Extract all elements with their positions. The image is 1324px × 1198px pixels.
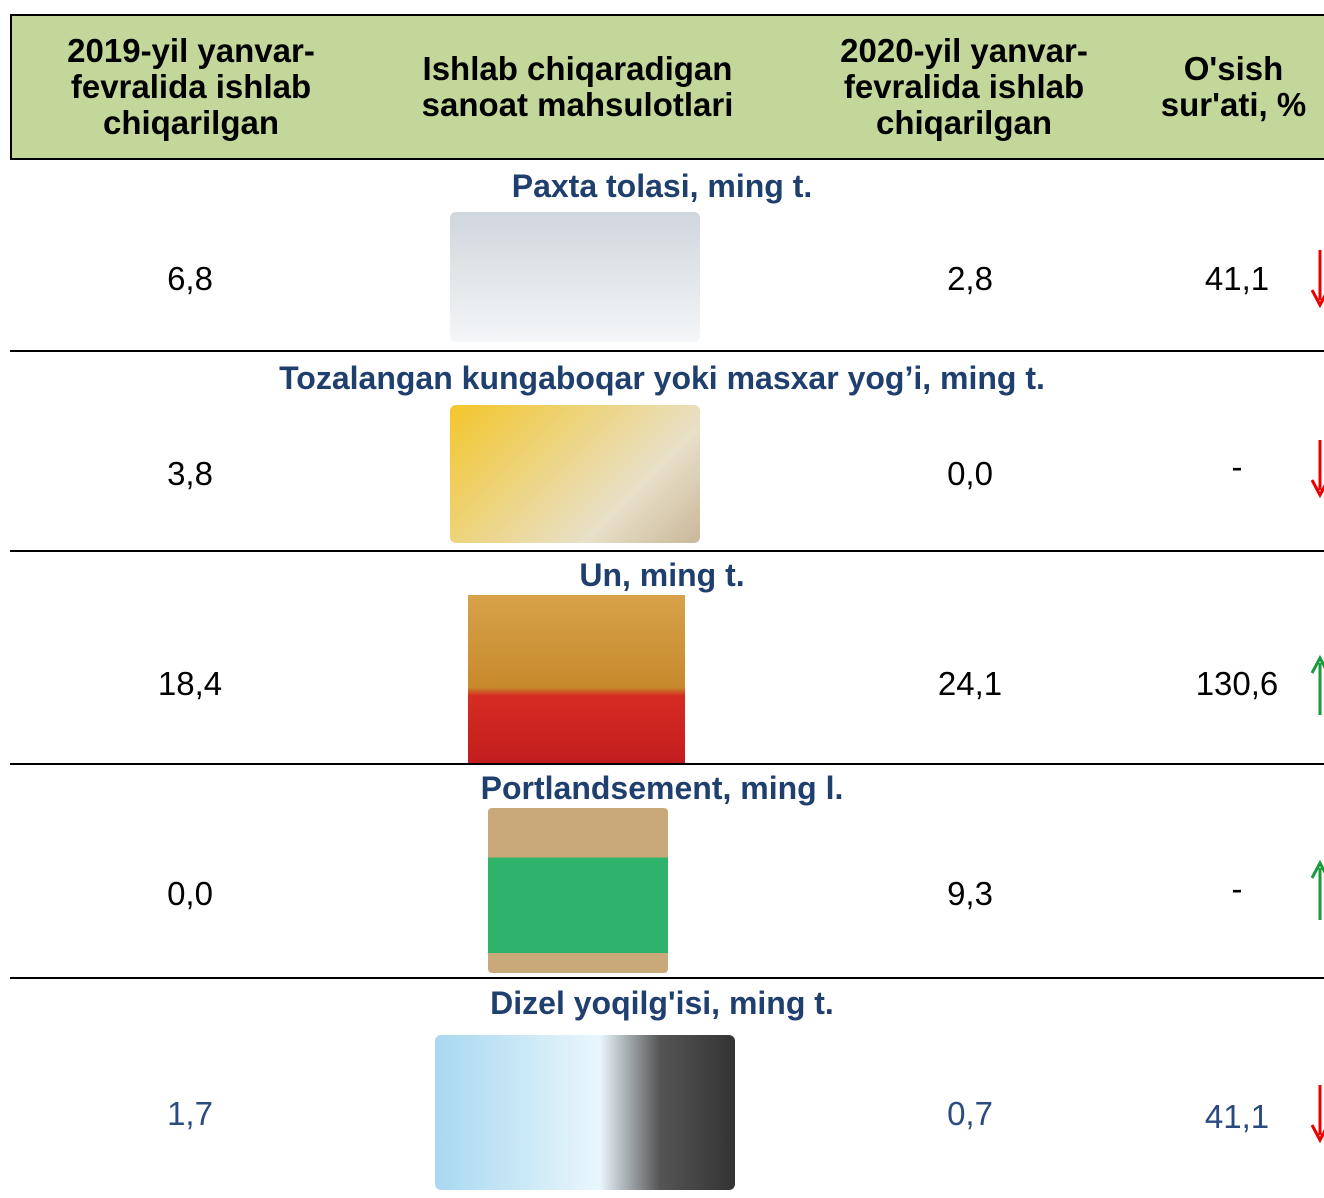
row-title: Dizel yoqilg'isi, ming t.	[490, 985, 834, 1021]
value-2019: 0,0	[167, 875, 213, 912]
value-2020: 9,3	[947, 875, 993, 912]
down-arrow	[1310, 440, 1324, 499]
value-2019: 1,7	[167, 1095, 213, 1132]
value-2020: 24,1	[937, 665, 1003, 702]
down-arrow	[1310, 1085, 1324, 1144]
value-2020: 2,8	[947, 260, 993, 297]
product-image	[488, 808, 668, 973]
value-2019: 18,4	[157, 665, 223, 702]
product-image	[435, 1035, 735, 1190]
value-2019: 3,8	[167, 455, 213, 492]
up-arrow	[1310, 860, 1324, 920]
row-separator	[10, 550, 1324, 552]
growth: 130,6	[1195, 665, 1279, 702]
row-separator	[10, 977, 1324, 979]
value-2019: 6,8	[167, 260, 213, 297]
product-image	[450, 212, 700, 342]
row-title: Tozalangan kungaboqar yoki masxar yog’i,…	[279, 360, 1045, 396]
row-title: Paxta tolasi, ming t.	[511, 168, 813, 204]
growth: 41,1	[1204, 260, 1270, 297]
growth: 41,1	[1204, 1098, 1270, 1135]
growth: -	[1231, 870, 1243, 907]
header-cell: 2020-yil yanvar-fevralida ishlab chiqari…	[785, 14, 1145, 160]
row-title: Un, ming t.	[579, 557, 745, 593]
value-2020: 0,0	[947, 455, 993, 492]
down-arrow	[1310, 250, 1324, 309]
product-image	[468, 595, 685, 763]
header-cell: O'sish sur'ati, %	[1143, 14, 1324, 160]
growth: -	[1231, 448, 1243, 485]
product-image	[450, 405, 700, 543]
value-2020: 0,7	[947, 1095, 993, 1132]
row-title: Portlandsement, ming l.	[480, 770, 844, 806]
row-separator	[10, 350, 1324, 352]
header-cell: 2019-yil yanvar-fevralida ishlab chiqari…	[10, 14, 372, 160]
header-cell: Ishlab chiqaradigan sanoat mahsulotlari	[370, 14, 787, 160]
up-arrow	[1310, 655, 1324, 715]
row-separator	[10, 763, 1324, 765]
